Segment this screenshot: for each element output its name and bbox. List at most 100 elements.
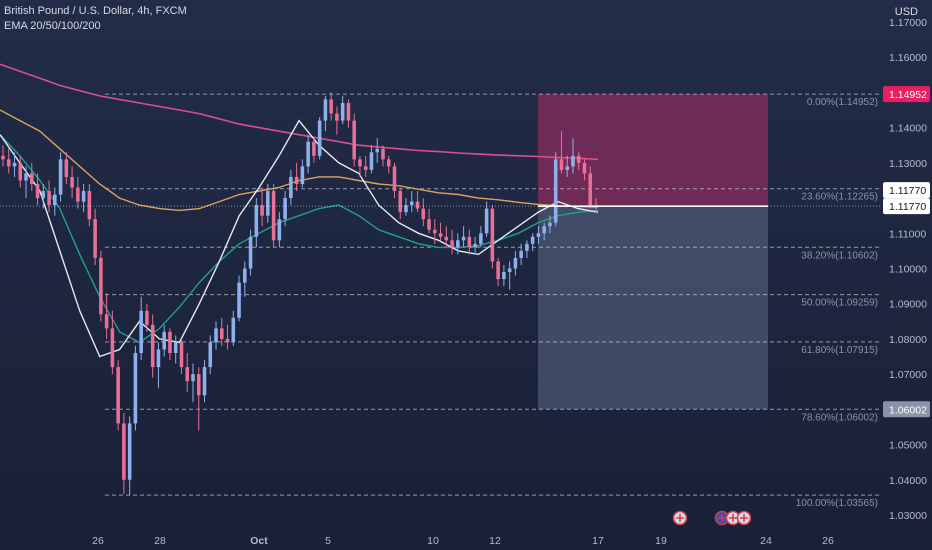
candle-body xyxy=(456,240,460,248)
price-tick-label: 1.10000 xyxy=(889,264,927,276)
candle-body xyxy=(271,191,276,241)
candle-body xyxy=(548,222,552,227)
candle-body xyxy=(363,166,368,170)
candle-body xyxy=(150,324,155,368)
candle-body xyxy=(214,328,218,343)
candle-body xyxy=(99,257,103,315)
price-axis[interactable]: 1.170001.160001.150001.140001.130001.120… xyxy=(883,17,930,522)
candle-body xyxy=(421,208,426,220)
candle-body xyxy=(104,314,109,329)
price-tick-label: 1.09000 xyxy=(889,299,927,311)
price-tick-label: 1.05000 xyxy=(889,440,927,452)
position-price-tag-bg[interactable] xyxy=(883,182,930,199)
candle-body xyxy=(300,166,305,184)
candle-body xyxy=(582,162,587,174)
uk-flag-icon[interactable] xyxy=(725,510,741,526)
candle-body xyxy=(93,219,97,258)
candle-body xyxy=(237,282,241,318)
fib-level-label: 0.00%(1.14952) xyxy=(807,97,878,108)
fib-level-label: 100.00%(1.03565) xyxy=(796,498,878,509)
candlesticks xyxy=(1,92,598,496)
candle-body xyxy=(392,166,397,192)
candle-body xyxy=(386,159,391,167)
fib-level-label: 23.60%(1.12265) xyxy=(801,192,878,203)
candle-body xyxy=(467,236,472,248)
candle-body xyxy=(24,173,28,181)
current-price-tag-bg[interactable] xyxy=(883,198,930,215)
candle-body xyxy=(542,226,546,234)
candle-body xyxy=(375,148,380,153)
candle-body xyxy=(306,141,310,167)
candle-body xyxy=(352,120,356,160)
candle-body xyxy=(536,233,541,237)
fib-level-label: 38.20%(1.10602) xyxy=(801,250,878,261)
uk-flag-icon[interactable] xyxy=(736,510,752,526)
candle-body xyxy=(173,342,178,354)
candle-body xyxy=(490,208,495,262)
candle-body xyxy=(30,173,34,184)
candle-body xyxy=(70,176,74,188)
candle-body xyxy=(58,159,63,195)
candle-body xyxy=(559,159,564,170)
take-profit-zone[interactable] xyxy=(538,206,768,410)
candle-body xyxy=(565,166,569,170)
candle-body xyxy=(254,205,259,237)
candle-body xyxy=(225,338,230,343)
economic-events[interactable] xyxy=(672,510,752,526)
candle-body xyxy=(415,201,420,209)
price-tick-label: 1.04000 xyxy=(889,475,927,487)
candle-body xyxy=(53,194,57,206)
candle-body xyxy=(496,261,500,280)
candle-body xyxy=(122,423,126,480)
candle-body xyxy=(525,243,529,251)
candle-body xyxy=(502,272,506,280)
candle-body xyxy=(398,191,403,213)
indicator-legend[interactable]: EMA 20/50/100/200 xyxy=(4,20,101,32)
ema200-line xyxy=(0,63,599,161)
candle-body xyxy=(283,198,287,220)
candle-body xyxy=(409,201,414,206)
time-tick-label: 19 xyxy=(655,535,667,547)
candle-body xyxy=(530,236,535,244)
candle-body xyxy=(35,183,40,199)
current-price-tag: 1.11770 xyxy=(889,201,926,213)
currency-label: USD xyxy=(894,6,918,18)
candle-body xyxy=(450,240,454,248)
candle-body xyxy=(404,205,408,213)
candle-body xyxy=(219,328,224,339)
chart-title: British Pound / U.S. Dollar, 4h, FXCM xyxy=(4,5,187,17)
time-axis[interactable]: 26 28 Oct 5 10 12 17 19 24 26 xyxy=(92,535,834,547)
fib-level-label: 50.00%(1.09259) xyxy=(801,298,878,309)
price-tick-label: 1.16000 xyxy=(889,52,927,64)
candle-body xyxy=(116,367,120,424)
price-tick-label: 1.11000 xyxy=(889,228,926,240)
stop-price-tag: 1.14952 xyxy=(889,89,927,101)
target-price-tag-bg[interactable] xyxy=(883,401,930,418)
candle-body xyxy=(41,191,46,199)
uk-flag-icon[interactable] xyxy=(672,510,688,526)
target-price-tag: 1.06002 xyxy=(889,404,927,416)
time-tick-label: 5 xyxy=(325,535,331,547)
candle-body xyxy=(196,374,201,396)
fib-level-label: 78.60%(1.06002) xyxy=(801,412,878,423)
time-tick-label: 26 xyxy=(92,535,104,547)
candle-body xyxy=(335,113,339,121)
price-tick-label: 1.08000 xyxy=(889,334,927,346)
candle-body xyxy=(317,120,322,156)
candle-body xyxy=(513,257,518,269)
candle-body xyxy=(444,236,449,241)
position-zones[interactable] xyxy=(538,94,768,410)
candle-body xyxy=(47,191,51,206)
fib-level-label: 61.80%(1.07915) xyxy=(801,345,878,356)
candle-body xyxy=(81,191,86,202)
candle-body xyxy=(87,191,92,220)
candle-body xyxy=(64,159,69,177)
stop-price-tag-bg[interactable] xyxy=(883,86,930,103)
time-tick-label: 26 xyxy=(822,535,834,547)
stop-loss-zone[interactable] xyxy=(538,94,768,207)
fibonacci-retracement[interactable]: 0.00%(1.14952) 23.60%(1.12265) 38.20%(1.10… xyxy=(105,93,882,509)
candle-body xyxy=(461,236,466,241)
price-tick-label: 1.17000 xyxy=(889,17,927,29)
ema20-line xyxy=(0,119,599,358)
